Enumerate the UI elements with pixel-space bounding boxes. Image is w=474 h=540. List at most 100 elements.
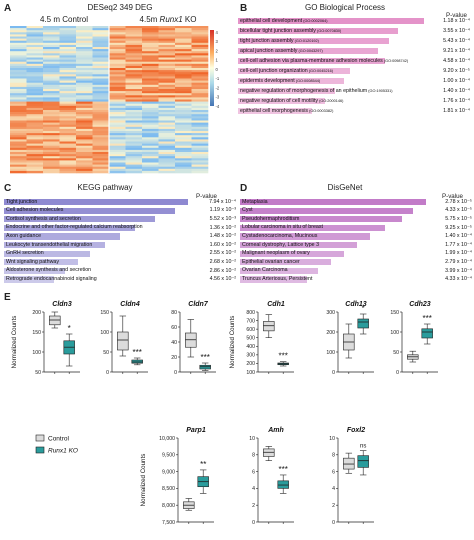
heatmap-cell <box>142 36 159 39</box>
heatmap-cell <box>158 158 176 161</box>
heatmap-cell <box>125 105 143 109</box>
heatmap-cell <box>142 101 159 104</box>
heatmap-cell <box>142 124 159 128</box>
boxplot-box-ko <box>357 313 369 335</box>
enrichment-term-label: epithelial cell morphogenesis (GO:000338… <box>240 108 333 114</box>
enrichment-term-label: negative regulation of cell motility (GO… <box>240 98 343 104</box>
heatmap-cell <box>142 162 159 165</box>
heatmap-cell <box>59 168 77 172</box>
heatmap-cell <box>158 147 176 151</box>
heatmap-cell <box>109 149 126 153</box>
heatmap-cell <box>92 135 110 138</box>
heatmap-cell <box>142 91 159 94</box>
enrichment-bar <box>240 216 402 223</box>
heatmap-cell <box>142 80 159 83</box>
heatmap-cell <box>125 135 143 138</box>
heatmap-cell <box>26 158 44 161</box>
heatmap-cell <box>26 32 44 35</box>
heatmap-cell <box>76 26 93 29</box>
heatmap-cell <box>158 74 176 77</box>
legend-label: Control <box>48 436 70 443</box>
heatmap-cell <box>175 143 192 146</box>
heatmap-cell <box>125 160 143 163</box>
boxplot-cldn4: Cldn4 0 50 100 150 *** <box>100 301 148 376</box>
heatmap-cell <box>109 93 126 96</box>
heatmap-cell <box>59 44 77 48</box>
heatmap-cell <box>142 147 159 151</box>
heatmap-cell <box>175 170 192 174</box>
heatmap-cell <box>43 162 60 165</box>
heatmap-cell <box>191 168 209 172</box>
enrichment-term-name: epithelial cell development <box>240 17 303 24</box>
enrichment-term-row: Lobular carcinoma in situ of breast <box>240 224 426 231</box>
heatmap-cell <box>59 162 77 165</box>
heatmap-cell <box>26 82 44 86</box>
heatmap-cell <box>109 61 126 65</box>
heatmap-cell <box>109 126 126 130</box>
heatmap-cell <box>125 65 143 69</box>
heatmap-cell <box>92 128 110 132</box>
boxplot-box-control <box>343 452 355 474</box>
boxplot-box-ko <box>357 450 369 476</box>
heatmap-cell <box>59 30 77 33</box>
heatmap-cell <box>125 70 143 73</box>
heatmap-cell <box>92 72 110 75</box>
heatmap-cell <box>125 158 143 161</box>
heatmap-cell <box>10 139 27 142</box>
heatmap-cell <box>158 65 176 69</box>
heatmap-cell <box>59 101 77 104</box>
heatmap-cell <box>175 103 192 107</box>
heatmap-cell <box>142 156 159 159</box>
enrichment-term-id: (GO:0120192) <box>293 38 319 43</box>
heatmap-cell <box>92 103 110 107</box>
heatmap-cell <box>142 47 159 50</box>
heatmap-cell <box>109 137 126 140</box>
enrichment-bar <box>4 224 135 231</box>
heatmap-cell <box>59 74 77 77</box>
heatmap-cell <box>26 70 44 73</box>
heatmap-cell <box>76 114 93 117</box>
heatmap-cell <box>59 156 77 159</box>
heatmap-cell <box>43 120 60 123</box>
enrichment-term-name: epidermis development <box>240 77 295 84</box>
heatmap-cell <box>158 168 176 172</box>
heatmap-cell <box>59 143 77 146</box>
boxplot-panel: Cldn350100150200*Cldn4050100150***Cldn70… <box>11 301 438 526</box>
enrichment-term-row: cell-cell junction organization (GO:0045… <box>238 68 424 75</box>
significance-marker: ns <box>360 444 366 450</box>
heatmap-cell <box>76 55 93 58</box>
heatmap-cell <box>92 68 110 71</box>
heatmap-cell <box>92 61 110 65</box>
enrichment-term-id: (GO:0002064) <box>302 18 328 23</box>
enrichment-term-id: (GO:0003382) <box>308 108 334 113</box>
heatmap-cell <box>26 26 44 29</box>
heatmap-cell <box>43 126 60 130</box>
heatmap-cell <box>142 126 159 130</box>
boxplot-box-ko <box>421 323 433 345</box>
enrichment-pvalue: 3.99 x 10⁻⁴ <box>445 267 472 274</box>
heatmap-cell <box>109 131 126 134</box>
heatmap-cell <box>43 107 60 111</box>
heatmap-cell <box>158 30 176 33</box>
heatmap-cell <box>92 110 110 113</box>
heatmap-cell <box>43 147 60 151</box>
heatmap-cell <box>191 53 209 56</box>
boxplot-box-control <box>183 498 195 511</box>
heatmap-cell <box>158 170 176 174</box>
heatmap-cell <box>142 141 159 144</box>
heatmap-cell <box>92 152 110 155</box>
heatmap-cell <box>43 40 60 44</box>
heatmap-cell <box>43 124 60 128</box>
enrichment-term-label: cell-cell adhesion via plasma-membrane a… <box>240 58 408 64</box>
heatmap-cell <box>10 152 27 155</box>
heatmap-cell <box>142 65 159 69</box>
box-iqr <box>343 457 355 470</box>
boxplot-cldn3: Cldn3 50 100 150 200 * <box>32 301 80 376</box>
heatmap-cell <box>43 170 60 174</box>
enrichment-term-row: Epithelial ovarian cancer <box>240 259 426 266</box>
heatmap-cell <box>191 89 209 92</box>
heatmap-cell <box>125 28 143 31</box>
heatmap-cell <box>142 49 159 52</box>
heatmap-cell <box>43 84 60 88</box>
enrichment-pvalue: 1.36 x 10⁻² <box>209 224 236 231</box>
